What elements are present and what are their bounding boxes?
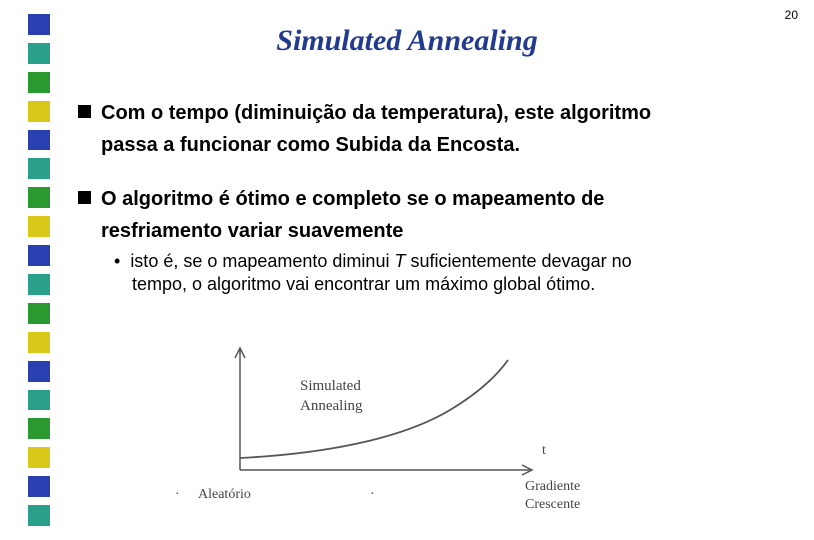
stripe-seg <box>28 390 50 411</box>
bullet-text: Com o tempo (diminuição da temperatura),… <box>101 100 651 126</box>
stripe-seg <box>28 72 50 93</box>
sub-text-part: suficientemente devagar no <box>405 251 631 271</box>
stripe-seg <box>28 505 50 526</box>
left-axis-dot: · <box>175 487 180 502</box>
stripe-seg <box>28 332 50 353</box>
bullet-text-cont: resfriamento variar suavemente <box>101 218 778 244</box>
stripe-seg <box>28 303 50 324</box>
side-stripe <box>28 14 50 526</box>
right-axis-label-l1: Gradiente <box>525 479 580 494</box>
sub-text-part: isto é, se o mapeamento diminui <box>130 251 394 271</box>
slide-title: Simulated Annealing <box>0 24 814 58</box>
bullet-square-icon <box>78 191 91 204</box>
figure-svg: Simulated Annealing t · Aleatório · Grad… <box>170 340 610 520</box>
annealing-curve-figure: Simulated Annealing t · Aleatório · Grad… <box>170 340 610 520</box>
stripe-seg <box>28 130 50 151</box>
bullet-item: O algoritmo é ótimo e completo se o mape… <box>78 186 778 212</box>
bullet-square-icon <box>78 105 91 118</box>
stripe-seg <box>28 216 50 237</box>
bullet-text-cont: passa a funcionar como Subida da Encosta… <box>101 132 778 158</box>
left-axis-label: Aleatório <box>198 487 251 502</box>
bullet-text: O algoritmo é ótimo e completo se o mape… <box>101 186 604 212</box>
x-axis-label: t <box>542 443 546 458</box>
mid-tick: · <box>370 487 375 502</box>
bullet-item: Com o tempo (diminuição da temperatura),… <box>78 100 778 126</box>
right-axis-label-l2: Crescente <box>525 497 580 512</box>
stripe-seg <box>28 418 50 439</box>
stripe-seg <box>28 447 50 468</box>
stripe-seg <box>28 361 50 382</box>
stripe-seg <box>28 245 50 266</box>
page-number: 20 <box>785 8 798 22</box>
sub-bullet-item: • isto é, se o mapeamento diminui T sufi… <box>114 250 778 273</box>
stripe-seg <box>28 476 50 497</box>
bullet-dot-icon: • <box>114 250 120 273</box>
stripe-seg <box>28 158 50 179</box>
sub-bullet-text: isto é, se o mapeamento diminui T sufici… <box>130 250 631 273</box>
sub-bullet-text-cont: tempo, o algoritmo vai encontrar um máxi… <box>132 273 778 296</box>
stripe-seg <box>28 274 50 295</box>
content-area: Com o tempo (diminuição da temperatura),… <box>78 100 778 297</box>
sub-text-italic: T <box>394 251 405 271</box>
curve-label-l2: Annealing <box>300 398 363 414</box>
curve-label-l1: Simulated <box>300 378 361 394</box>
stripe-seg <box>28 101 50 122</box>
stripe-seg <box>28 187 50 208</box>
